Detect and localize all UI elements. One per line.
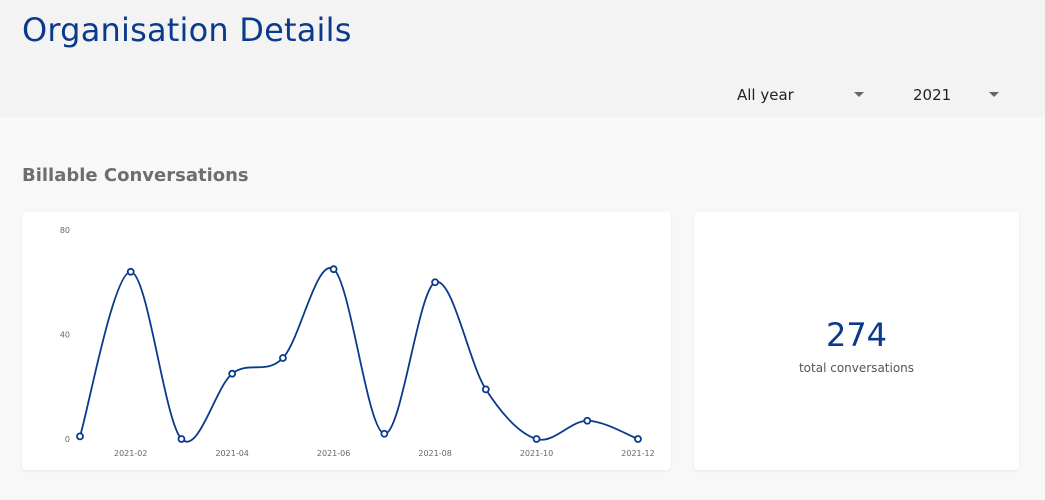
data-point[interactable] bbox=[279, 354, 287, 362]
x-tick-label: 2021-10 bbox=[520, 449, 553, 458]
data-point[interactable] bbox=[431, 278, 439, 287]
x-tick-label: 2021-04 bbox=[215, 449, 248, 458]
data-point[interactable] bbox=[228, 369, 237, 378]
chart-card: 0 40 80 2021-02 2021-04 2021-06 2021-08 2021-10… bbox=[22, 212, 671, 470]
y-tick-label: 0 bbox=[65, 435, 70, 444]
data-point[interactable] bbox=[329, 265, 338, 274]
data-point[interactable] bbox=[380, 429, 389, 438]
x-tick-label: 2021-02 bbox=[114, 449, 147, 458]
caret-down-icon bbox=[989, 92, 999, 97]
period-select-value: All year bbox=[737, 86, 794, 104]
year-select[interactable]: 2021 bbox=[913, 84, 1005, 106]
data-point[interactable] bbox=[583, 416, 592, 425]
y-tick-label: 80 bbox=[60, 226, 70, 235]
data-point[interactable] bbox=[481, 385, 490, 394]
series-line bbox=[79, 267, 639, 443]
data-point[interactable] bbox=[76, 432, 84, 441]
total-card: 274 total conversations bbox=[694, 212, 1019, 470]
data-point[interactable] bbox=[634, 435, 642, 443]
x-tick-label: 2021-12 bbox=[621, 449, 654, 458]
data-point[interactable] bbox=[126, 267, 135, 276]
y-tick-label: 40 bbox=[60, 331, 70, 340]
total-conversations-label: total conversations bbox=[798, 361, 915, 375]
page-title: Organisation Details bbox=[22, 11, 352, 49]
data-point[interactable] bbox=[177, 435, 186, 443]
total-conversations-value: 274 bbox=[825, 316, 888, 354]
year-select-value: 2021 bbox=[913, 86, 952, 104]
header-bar: Organisation Details All year 2021 bbox=[0, 0, 1045, 117]
x-tick-label: 2021-06 bbox=[317, 449, 350, 458]
caret-down-icon bbox=[854, 92, 864, 97]
data-point[interactable] bbox=[532, 435, 541, 443]
billable-conversations-chart: 0 40 80 2021-02 2021-04 2021-06 2021-08 2021-10… bbox=[60, 226, 655, 458]
section-title: Billable Conversations bbox=[22, 165, 249, 186]
x-tick-label: 2021-08 bbox=[418, 449, 451, 458]
period-select[interactable]: All year bbox=[737, 84, 867, 106]
